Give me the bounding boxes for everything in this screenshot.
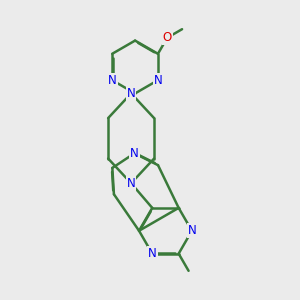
Text: N: N bbox=[154, 74, 162, 87]
Text: O: O bbox=[163, 31, 172, 44]
Text: N: N bbox=[130, 147, 139, 160]
Text: N: N bbox=[188, 224, 196, 237]
Text: N: N bbox=[127, 87, 136, 100]
Text: N: N bbox=[127, 177, 136, 190]
Text: N: N bbox=[108, 74, 117, 87]
Text: N: N bbox=[148, 247, 157, 260]
